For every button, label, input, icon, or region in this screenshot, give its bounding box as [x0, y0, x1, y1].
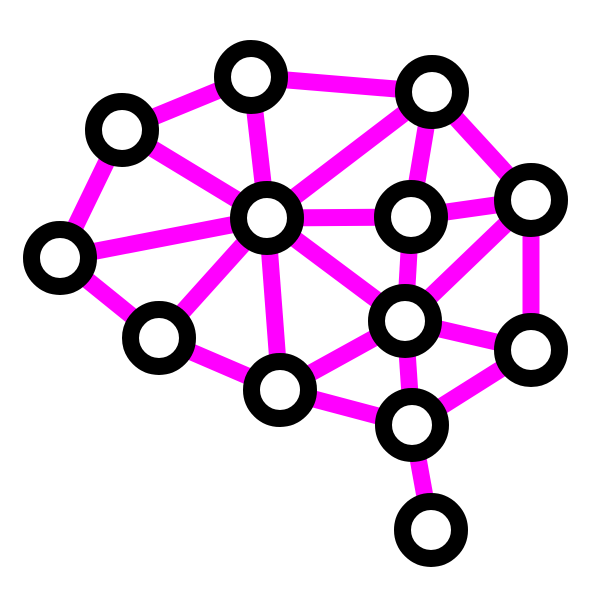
node-n10 [243, 353, 317, 427]
node-n3 [395, 55, 469, 129]
node-n8 [122, 301, 196, 375]
node-n11 [494, 313, 568, 387]
node-n6 [374, 180, 448, 254]
node-n2 [214, 40, 288, 114]
node-n13 [375, 388, 449, 462]
node-n9 [368, 284, 442, 358]
node-n7 [494, 163, 568, 237]
node-n1 [85, 93, 159, 167]
node-n4 [23, 221, 97, 295]
node-group [23, 40, 568, 567]
node-n14 [394, 493, 468, 567]
node-n5 [230, 181, 304, 255]
